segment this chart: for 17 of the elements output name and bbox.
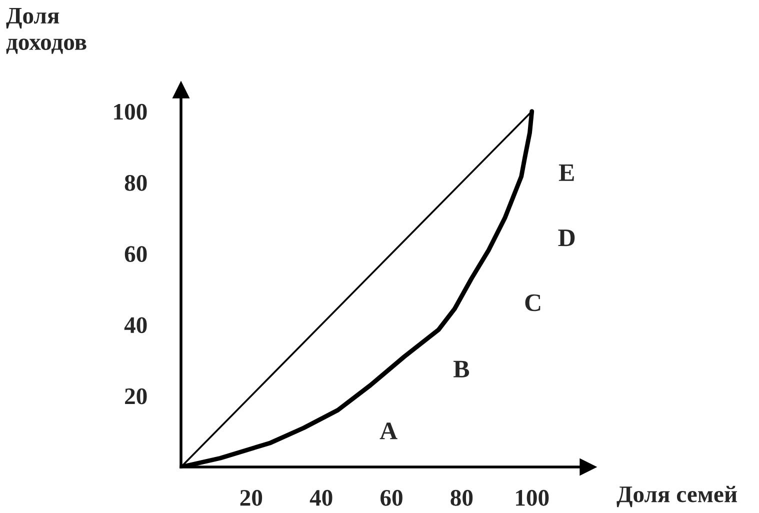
x-axis-title: Доля семей bbox=[616, 486, 737, 508]
y-tick-label: 20 bbox=[125, 388, 147, 404]
annotation: C bbox=[525, 294, 540, 312]
x-tick-label: 20 bbox=[240, 490, 262, 506]
y-axis-title: Доля доходов bbox=[6, 8, 86, 54]
x-tick-label: 60 bbox=[380, 490, 402, 506]
y-tick-label: 80 bbox=[124, 174, 147, 191]
annotation: B bbox=[454, 360, 470, 378]
annotation: A bbox=[380, 422, 398, 440]
y-tick-label: 40 bbox=[124, 317, 147, 334]
x-tick-label: 100 bbox=[516, 490, 549, 506]
x-tick-label: 40 bbox=[310, 490, 332, 506]
y-tick-label: 60 bbox=[124, 246, 147, 262]
annotation: D bbox=[558, 230, 575, 246]
annotation: E bbox=[558, 164, 574, 181]
y-tick-label: 100 bbox=[114, 104, 147, 120]
x-tick-label: 80 bbox=[450, 490, 473, 506]
